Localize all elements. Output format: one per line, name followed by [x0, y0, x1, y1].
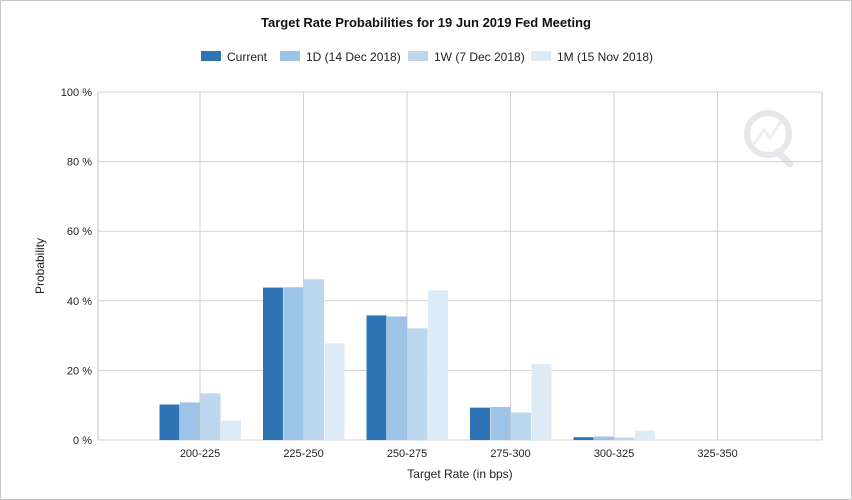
x-tick-label: 325-350: [697, 448, 737, 460]
bar: [635, 430, 655, 440]
legend-swatch: [531, 51, 551, 61]
bar: [470, 407, 490, 440]
bar: [283, 287, 304, 440]
bar: [738, 438, 759, 440]
legend-swatch: [280, 51, 300, 61]
y-tick-label: 20 %: [67, 365, 92, 377]
x-tick-label: 250-275: [387, 448, 427, 460]
y-tick-label: 80 %: [67, 157, 92, 169]
bars: [159, 279, 759, 440]
legend-item[interactable]: 1M (15 Nov 2018): [531, 50, 653, 64]
watermark-logo-icon: [744, 110, 794, 168]
legend: Current 1D (14 Dec 2018) 1W (7 Dec 2018) 1M…: [201, 50, 653, 64]
bar: [263, 287, 283, 440]
bar: [428, 290, 448, 440]
legend-item[interactable]: Current: [201, 50, 268, 64]
legend-label: Current: [227, 50, 268, 64]
x-tick-label: 200-225: [180, 448, 220, 460]
bar: [387, 316, 407, 440]
legend-label: 1M (15 Nov 2018): [557, 50, 653, 64]
plot-background: [97, 91, 823, 441]
y-tick-label: 0 %: [73, 435, 92, 447]
legend-swatch: [201, 51, 221, 61]
plot-area: 0 %20 %40 %60 %80 %100 % 200-225 225-250 2…: [61, 87, 823, 460]
bar: [159, 404, 180, 440]
bar: [531, 364, 552, 440]
x-tick-label: 225-250: [283, 448, 323, 460]
y-tick-label: 40 %: [67, 296, 92, 308]
bar: [366, 315, 387, 440]
y-tick-label: 60 %: [67, 226, 92, 238]
x-axis-title: Target Rate (in bps): [407, 467, 512, 481]
legend-item[interactable]: 1W (7 Dec 2018): [408, 50, 525, 64]
x-tick-labels: 200-225 225-250 250-275 275-300 300-325 325-3…: [180, 448, 738, 460]
bar: [180, 402, 200, 440]
bar: [324, 343, 345, 440]
bar: [490, 406, 511, 440]
bar: [614, 437, 635, 440]
y-axis-title: Probability: [33, 238, 47, 294]
legend-label: 1W (7 Dec 2018): [434, 50, 525, 64]
bar: [573, 437, 594, 440]
legend-label: 1D (14 Dec 2018): [306, 50, 401, 64]
x-tick-label: 300-325: [594, 448, 634, 460]
legend-item[interactable]: 1D (14 Dec 2018): [280, 50, 401, 64]
bar: [511, 412, 531, 440]
chart-title: Target Rate Probabilities for 19 Jun 201…: [261, 15, 591, 30]
y-tick-label: 100 %: [61, 87, 92, 99]
legend-swatch: [408, 51, 428, 61]
bar: [594, 436, 614, 440]
bar: [407, 328, 428, 440]
x-tick-label: 275-300: [490, 448, 530, 460]
bar: [221, 420, 241, 440]
y-tick-labels: 0 % 20 % 40 % 60 % 80 % 100 %: [61, 87, 92, 447]
bar: [304, 279, 324, 440]
bar: [200, 393, 221, 440]
